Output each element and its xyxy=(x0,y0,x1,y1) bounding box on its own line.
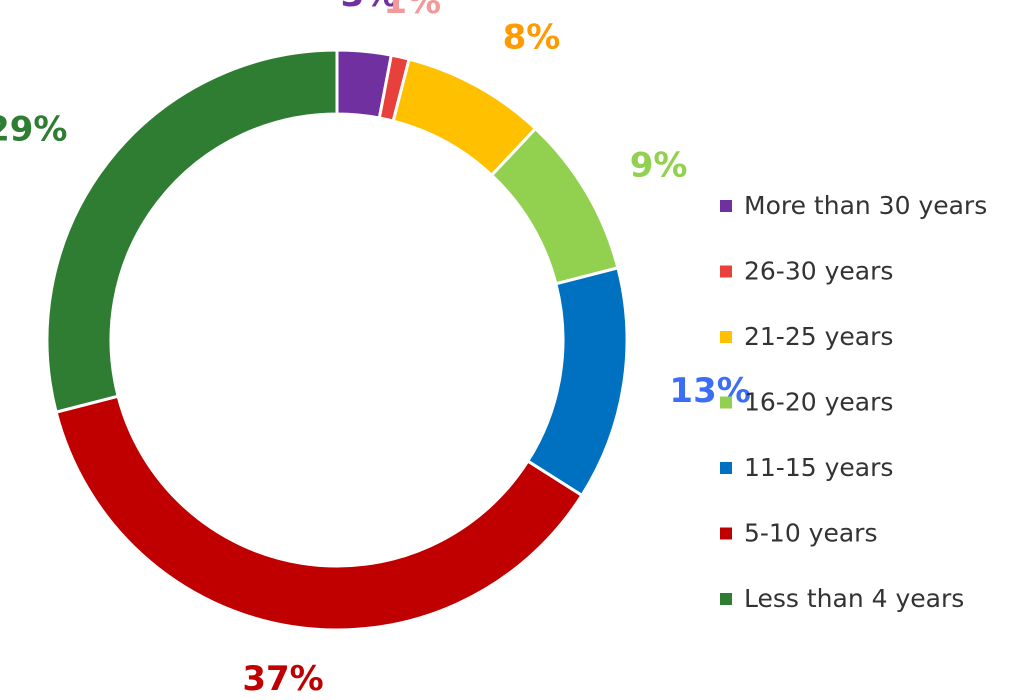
donut-segment xyxy=(45,48,339,414)
legend-label: 5-10 years xyxy=(744,519,877,548)
data-label: 13% xyxy=(669,371,750,411)
legend-label: 11-15 years xyxy=(744,453,893,482)
legend-label: 21-25 years xyxy=(744,322,893,351)
data-label: 9% xyxy=(630,145,688,185)
legend-swatch xyxy=(720,396,732,409)
legend-swatch xyxy=(720,527,732,540)
legend-label: Less than 4 years xyxy=(744,584,964,613)
legend-label: More than 30 years xyxy=(744,191,987,220)
data-label: 29% xyxy=(0,109,67,149)
legend-label: 26-30 years xyxy=(744,257,893,286)
legend-label: 16-20 years xyxy=(744,388,893,417)
donut-segment xyxy=(525,266,629,498)
data-label: 1% xyxy=(383,0,441,22)
legend-swatch xyxy=(720,265,732,278)
legend-swatch xyxy=(720,462,732,474)
legend-swatch xyxy=(720,200,732,212)
donut-segment xyxy=(54,394,584,632)
legend-swatch xyxy=(720,593,732,605)
data-label: 8% xyxy=(503,17,561,57)
data-label: 3% xyxy=(341,0,399,15)
legend-swatch xyxy=(720,331,732,343)
data-label: 37% xyxy=(242,659,323,699)
